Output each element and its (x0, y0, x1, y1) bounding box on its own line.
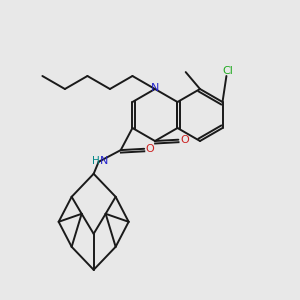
Text: O: O (146, 144, 154, 154)
Text: O: O (180, 135, 189, 145)
Text: N: N (100, 156, 108, 166)
Text: Cl: Cl (222, 66, 233, 76)
Text: N: N (151, 83, 159, 93)
Text: H: H (92, 156, 100, 166)
